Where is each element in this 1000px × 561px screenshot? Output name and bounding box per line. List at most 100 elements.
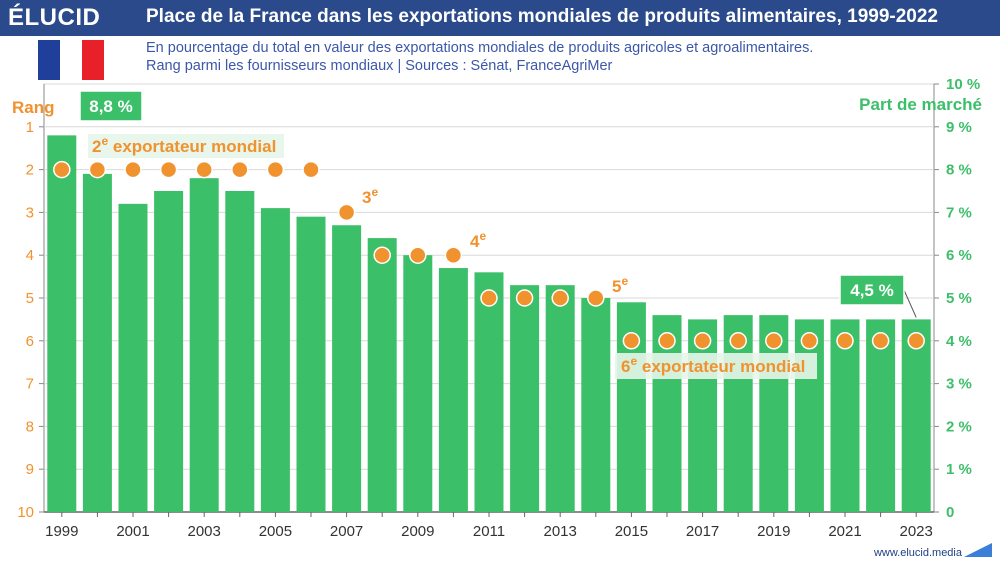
rank-dot — [551, 289, 569, 307]
chart-sources: Rang parmi les fournisseurs mondiaux | S… — [146, 58, 613, 74]
rank-dot — [658, 332, 676, 350]
rank-6-annotation-bg — [615, 353, 817, 379]
left-tick-label: 3 — [26, 204, 34, 221]
bar — [260, 208, 290, 512]
chart-title: Place de la France dans les exportations… — [146, 6, 938, 27]
x-tick-label: 2023 — [900, 523, 933, 540]
left-tick-label: 8 — [26, 418, 34, 435]
rank-dot — [515, 289, 534, 307]
right-axis-label: Part de marché — [859, 95, 982, 114]
rank-dot — [622, 332, 641, 350]
rank-dot — [231, 160, 249, 179]
x-tick-label: 1999 — [45, 523, 78, 540]
rank-2-annotation-number: 2 — [92, 137, 101, 156]
rank-dot — [409, 246, 427, 264]
rank-dot — [480, 289, 498, 307]
last-value-box — [839, 274, 905, 306]
france-flag-icon — [38, 40, 104, 80]
rank-dot — [266, 160, 285, 179]
bar — [830, 319, 860, 512]
bar — [403, 255, 433, 512]
right-tick-label: 0 — [946, 504, 954, 521]
left-tick-label: 2 — [26, 162, 34, 179]
chart-subtitle: En pourcentage du total en valeur des ex… — [146, 40, 814, 56]
rank-dot — [587, 289, 605, 307]
bar — [189, 178, 219, 512]
left-tick-label: 10 — [17, 504, 34, 521]
rank-6-annotation-superscript: e — [630, 354, 637, 368]
x-tick-label: 2007 — [330, 523, 363, 540]
x-tick-label: 2021 — [828, 523, 861, 540]
rank-2-annotation-superscript: e — [101, 134, 108, 148]
left-tick-label: 4 — [26, 247, 34, 264]
flag-stripe-white — [60, 40, 82, 80]
right-tick-label: 9 % — [946, 119, 972, 136]
rank-dot — [871, 332, 890, 350]
rank-4-annotation-number: 4 — [470, 232, 480, 251]
left-tick-label: 1 — [26, 119, 34, 136]
rank-dot — [159, 160, 178, 179]
first-value-box — [79, 90, 143, 122]
bar — [154, 191, 184, 512]
rank-dot — [729, 332, 747, 350]
rank-dot — [765, 332, 783, 350]
footer-url[interactable]: www.elucid.media — [873, 547, 962, 559]
bar — [332, 225, 362, 513]
x-tick-label: 2009 — [401, 523, 434, 540]
rank-2-annotation-text: exportateur mondial — [108, 137, 276, 156]
rank-5-annotation-number: 5 — [612, 277, 621, 296]
bar — [510, 285, 540, 512]
right-tick-label: 6 % — [946, 247, 972, 264]
right-tick-label: 10 % — [946, 76, 980, 93]
rank-3-annotation-number: 3 — [362, 188, 371, 207]
bar — [901, 319, 931, 512]
left-tick-label: 9 — [26, 461, 34, 478]
rank-4-annotation-superscript: e — [479, 229, 486, 243]
bar — [794, 319, 824, 512]
right-tick-label: 7 % — [946, 204, 972, 221]
rank-6-annotation: 6e exportateur mondial — [621, 354, 805, 376]
left-axis-label: Rang — [12, 98, 55, 117]
rank-4-annotation: 4e — [470, 229, 486, 251]
bar — [118, 203, 148, 512]
elucid-logo: ÉLUCID — [8, 4, 101, 31]
rank-3-annotation-superscript: e — [371, 185, 378, 199]
rank-dot — [124, 160, 142, 179]
right-tick-label: 5 % — [946, 290, 972, 307]
rank-5-annotation-superscript: e — [621, 274, 628, 288]
rank-dot — [444, 246, 463, 264]
rank-dot — [53, 160, 71, 179]
left-tick-label: 5 — [26, 290, 34, 307]
x-tick-label: 2017 — [686, 523, 719, 540]
rank-dot — [800, 332, 819, 350]
rank-dot — [693, 332, 712, 350]
rank-dot — [907, 332, 925, 350]
bar — [688, 319, 718, 512]
flag-stripe-red — [82, 40, 104, 80]
rank-dot — [337, 203, 356, 222]
right-tick-label: 2 % — [946, 418, 972, 435]
header-bar: ÉLUCID Place de la France dans les expor… — [0, 0, 1000, 36]
x-tick-label: 2001 — [116, 523, 149, 540]
bar — [866, 319, 896, 512]
x-tick-label: 2003 — [188, 523, 221, 540]
bar — [545, 285, 575, 512]
footer-triangle-icon — [964, 543, 992, 557]
bar — [47, 135, 77, 513]
rank-3-annotation: 3e — [362, 185, 378, 207]
rank-6-annotation-text: exportateur mondial — [637, 357, 805, 376]
bar — [82, 173, 112, 512]
bar — [225, 191, 255, 512]
right-tick-label: 4 % — [946, 333, 972, 350]
flag-stripe-blue — [38, 40, 60, 80]
right-tick-label: 1 % — [946, 461, 972, 478]
rank-dot — [195, 160, 213, 179]
last-value-leader — [903, 289, 917, 318]
bar — [474, 272, 504, 512]
bar — [367, 238, 397, 512]
right-tick-label: 8 % — [946, 162, 972, 179]
x-tick-label: 2015 — [615, 523, 648, 540]
bar — [438, 268, 468, 512]
bar — [296, 216, 326, 512]
